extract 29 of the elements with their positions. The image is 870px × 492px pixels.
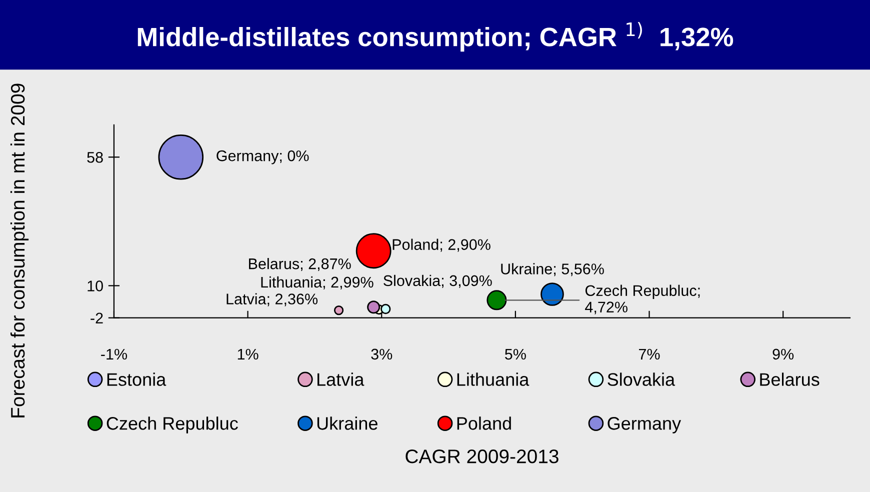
legend-label: Belarus [760, 372, 820, 386]
legend-label: Ukraine [317, 416, 378, 430]
annotation: Belarus; 2,87% [249, 258, 351, 272]
chart-title: Middle-distillates consumption; CAGR $^{1)}$ 1,32% [138, 22, 734, 52]
x-tick-label: 3% [371, 348, 392, 360]
legend-label: Lithuania [457, 372, 530, 386]
legend-label: Germany [608, 417, 682, 434]
legend-label: Latvia [318, 372, 364, 386]
x-tick-label: 1% [238, 348, 258, 360]
y-tick-label: 10 [88, 280, 103, 292]
legend-label: Czech Republuc [106, 416, 238, 434]
x-tick-label: 9% [772, 348, 794, 360]
legend-label: Poland [457, 416, 511, 430]
annotation: Poland; 2,90% [392, 238, 490, 252]
x-tick-label: -1% [101, 348, 128, 360]
annotation: Slovakia; 3,09% [384, 274, 492, 288]
annotation: Ukraine; 5,56% [501, 263, 604, 276]
x-tick-label: 7% [639, 348, 660, 360]
annotation: Czech Republuc; 4,72% [585, 284, 700, 314]
annotation: Lithuania; 2,99% [261, 276, 374, 290]
x-tick-label: 5% [505, 348, 526, 360]
annotation: Latvia; 2,36% [226, 293, 318, 306]
legend-label: Estonia [107, 372, 166, 386]
annotation: Germany; 0% [216, 150, 309, 164]
legend-label: Slovakia [608, 372, 676, 386]
y-tick-label: 58 [87, 152, 103, 163]
y-tick-label: -2 [90, 312, 103, 324]
x-axis-title: CAGR 2009-2013 [406, 449, 558, 464]
y-axis-title: Forecast for consumption in mt in 2009 [10, 84, 29, 418]
